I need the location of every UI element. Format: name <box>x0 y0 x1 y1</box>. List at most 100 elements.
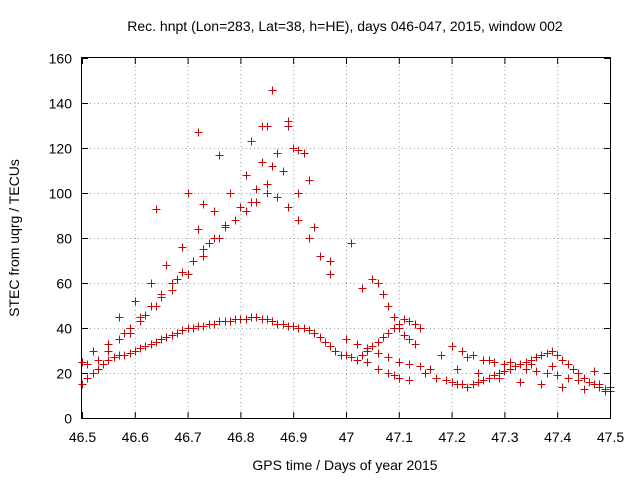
data-point <box>242 171 251 180</box>
data-point <box>516 378 525 387</box>
data-point <box>184 270 193 279</box>
data-point <box>120 351 129 360</box>
data-point <box>284 203 293 212</box>
data-point <box>300 324 309 333</box>
data-point <box>89 369 98 378</box>
data-point <box>516 360 525 369</box>
x-tick-label: 47.4 <box>544 429 571 445</box>
x-tick-label: 47.2 <box>438 429 465 445</box>
data-point <box>358 351 367 360</box>
data-point <box>305 326 314 335</box>
data-point <box>537 380 546 389</box>
data-point <box>115 313 124 322</box>
data-point <box>469 351 478 360</box>
data-point <box>463 383 472 392</box>
data-point <box>136 344 145 353</box>
data-point <box>89 347 98 356</box>
data-point <box>104 356 113 365</box>
data-point <box>522 365 531 374</box>
data-point <box>178 243 187 252</box>
data-point <box>152 205 161 214</box>
data-point <box>231 216 240 225</box>
data-point <box>405 317 414 326</box>
x-tick-label: 46.9 <box>280 429 307 445</box>
data-point <box>347 239 356 248</box>
data-point <box>115 335 124 344</box>
data-point <box>326 342 335 351</box>
data-point <box>157 335 166 344</box>
data-point <box>83 360 92 369</box>
data-point <box>453 365 462 374</box>
data-point <box>242 315 251 324</box>
data-point <box>411 340 420 349</box>
data-point <box>273 193 282 202</box>
data-point <box>374 279 383 288</box>
data-point <box>215 151 224 160</box>
data-point <box>353 356 362 365</box>
data-point <box>316 252 325 261</box>
data-point <box>590 367 599 376</box>
y-tick-label: 120 <box>49 141 73 157</box>
data-point <box>395 324 404 333</box>
data-point <box>537 351 546 360</box>
data-point <box>485 356 494 365</box>
data-point <box>506 365 515 374</box>
data-point <box>178 268 187 277</box>
data-point <box>474 378 483 387</box>
data-point <box>574 369 583 378</box>
data-point <box>157 293 166 302</box>
data-points <box>78 86 615 396</box>
data-point <box>474 369 483 378</box>
data-point <box>463 353 472 362</box>
data-point <box>500 367 509 376</box>
data-point <box>564 374 573 383</box>
data-point <box>601 387 610 396</box>
data-point <box>194 128 203 137</box>
data-point <box>390 371 399 380</box>
data-point <box>104 340 113 349</box>
y-tick-label: 140 <box>49 96 73 112</box>
y-tick-label: 80 <box>56 231 72 247</box>
x-tick-label: 47 <box>339 429 355 445</box>
y-tick-label: 60 <box>56 276 72 292</box>
data-point <box>147 279 156 288</box>
data-point <box>94 365 103 374</box>
data-point <box>326 270 335 279</box>
data-point <box>358 284 367 293</box>
data-point <box>574 376 583 385</box>
data-point <box>506 358 515 367</box>
data-point <box>384 353 393 362</box>
data-point <box>405 376 414 385</box>
data-point <box>94 356 103 365</box>
data-point <box>448 378 457 387</box>
data-point <box>432 374 441 383</box>
data-point <box>194 225 203 234</box>
data-point <box>279 320 288 329</box>
x-tick-label: 47.5 <box>597 429 624 445</box>
data-point <box>141 311 150 320</box>
y-tick-label: 0 <box>64 411 72 427</box>
data-point <box>236 203 245 212</box>
data-point <box>384 329 393 338</box>
y-tick-label: 20 <box>56 366 72 382</box>
data-point <box>263 189 272 198</box>
data-point <box>405 335 414 344</box>
data-point <box>426 365 435 374</box>
data-point <box>210 207 219 216</box>
data-point <box>162 261 171 270</box>
x-tick-label: 46.7 <box>174 429 201 445</box>
data-point <box>448 342 457 351</box>
data-point <box>374 349 383 358</box>
data-point <box>294 216 303 225</box>
data-point <box>184 189 193 198</box>
data-point <box>268 86 277 95</box>
data-point <box>585 378 594 387</box>
data-point <box>247 198 256 207</box>
data-point <box>289 144 298 153</box>
data-point <box>131 347 140 356</box>
data-point <box>268 162 277 171</box>
data-point <box>379 333 388 342</box>
data-point <box>131 297 140 306</box>
data-point <box>126 349 135 358</box>
data-point <box>226 317 235 326</box>
